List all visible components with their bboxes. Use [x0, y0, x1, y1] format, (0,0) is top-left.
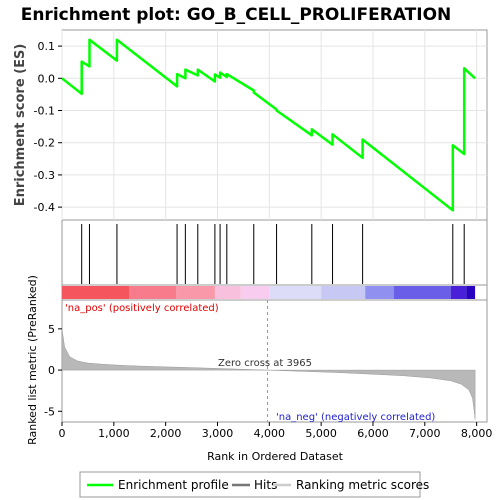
x-tick-label: 4,000	[254, 427, 286, 440]
x-tick-label: 5,000	[305, 427, 337, 440]
es-tick-label: -0.4	[34, 201, 55, 214]
legend-hits: Hits	[254, 478, 277, 492]
legend-ranking-metric: Ranking metric scores	[296, 478, 429, 492]
rank-tick-label: -5	[44, 405, 55, 418]
x-tick-label: 7,000	[409, 427, 441, 440]
es-axis-label: Enrichment score (ES)	[13, 44, 28, 207]
enrichment-profile	[61, 38, 476, 212]
es-axis: 0.1 0.0 -0.1 -0.2 -0.3 -0.4	[34, 40, 62, 214]
rank-tick-label: 5	[48, 323, 55, 336]
x-tick-label: 8,000	[461, 427, 493, 440]
ranked-metric-area	[61, 300, 476, 422]
hit-markers	[81, 224, 465, 284]
x-tick-label: 6,000	[357, 427, 389, 440]
heat-segment	[240, 286, 270, 299]
x-tick-label: 0	[59, 427, 66, 440]
es-tick-label: -0.3	[34, 169, 55, 182]
chart-title: Enrichment plot: GO_B_CELL_PROLIFERATION	[21, 5, 452, 25]
ranked-metric-panel	[61, 299, 488, 423]
x-axis: 0 1,000 2,000 3,000 4,000 5,000 6,000 7,000 8,00…	[59, 422, 493, 440]
es-tick-label: -0.1	[34, 105, 55, 118]
hits-panel	[61, 219, 488, 286]
legend-enrichment-profile: Enrichment profile	[118, 478, 229, 492]
x-tick-label: 2,000	[150, 427, 182, 440]
heat-segment	[466, 286, 476, 299]
rank-metric-axis-label: Ranked list metric (PreRanked)	[26, 275, 39, 445]
es-tick-label: 0.0	[38, 72, 56, 85]
rank-tick-label: 0	[48, 364, 55, 377]
heat-segment	[393, 286, 451, 299]
x-tick-label: 3,000	[202, 427, 234, 440]
rank-heatmap	[62, 286, 476, 299]
x-axis-label: Rank in Ordered Dataset	[207, 450, 344, 463]
heat-segment	[176, 286, 215, 299]
heat-segment	[62, 286, 130, 299]
positive-correlation-label: 'na_pos' (positively correlated)	[65, 303, 219, 314]
enrichment-profile-line	[61, 38, 476, 212]
heat-segment	[214, 286, 241, 299]
heat-segment	[269, 286, 322, 299]
heat-segment	[450, 286, 467, 299]
ranked-metric-fill	[61, 328, 476, 420]
zero-cross-label: Zero cross at 3965	[218, 358, 312, 369]
x-tick-label: 1,000	[98, 427, 130, 440]
es-tick-label: -0.2	[34, 137, 55, 150]
es-tick-label: 0.1	[38, 40, 56, 53]
heat-segment	[365, 286, 394, 299]
rank-metric-axis: 5 0 -5	[44, 323, 62, 418]
heat-segment	[321, 286, 366, 299]
es-grid	[61, 30, 487, 220]
heat-segment	[129, 286, 177, 299]
negative-correlation-label: 'na_neg' (negatively correlated)	[276, 412, 435, 423]
legend: Enrichment profile Hits Ranking metric s…	[79, 471, 429, 498]
es-panel	[61, 29, 488, 221]
